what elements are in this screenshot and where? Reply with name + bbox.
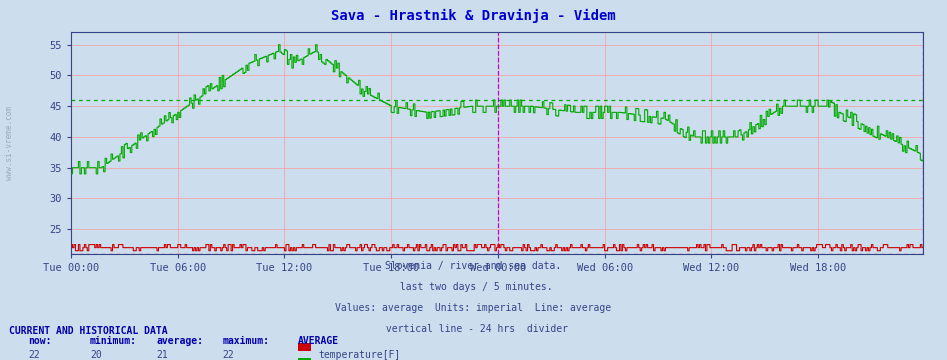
Text: CURRENT AND HISTORICAL DATA: CURRENT AND HISTORICAL DATA xyxy=(9,326,169,336)
Text: average:: average: xyxy=(156,336,204,346)
Text: vertical line - 24 hrs  divider: vertical line - 24 hrs divider xyxy=(380,324,567,334)
Text: maximum:: maximum: xyxy=(223,336,270,346)
Text: now:: now: xyxy=(28,336,52,346)
Text: AVERAGE: AVERAGE xyxy=(298,336,339,346)
Text: 22: 22 xyxy=(223,350,234,360)
Text: Slovenia / river and sea data.: Slovenia / river and sea data. xyxy=(385,261,562,271)
Text: temperature[F]: temperature[F] xyxy=(318,350,401,360)
Text: 22: 22 xyxy=(28,350,40,360)
Text: minimum:: minimum: xyxy=(90,336,137,346)
Text: Sava - Hrastnik & Dravinja - Videm: Sava - Hrastnik & Dravinja - Videm xyxy=(331,9,616,23)
Text: Values: average  Units: imperial  Line: average: Values: average Units: imperial Line: av… xyxy=(335,303,612,313)
Text: 21: 21 xyxy=(156,350,168,360)
Text: www.si-vreme.com: www.si-vreme.com xyxy=(5,106,14,180)
Text: 20: 20 xyxy=(90,350,101,360)
Text: last two days / 5 minutes.: last two days / 5 minutes. xyxy=(394,282,553,292)
